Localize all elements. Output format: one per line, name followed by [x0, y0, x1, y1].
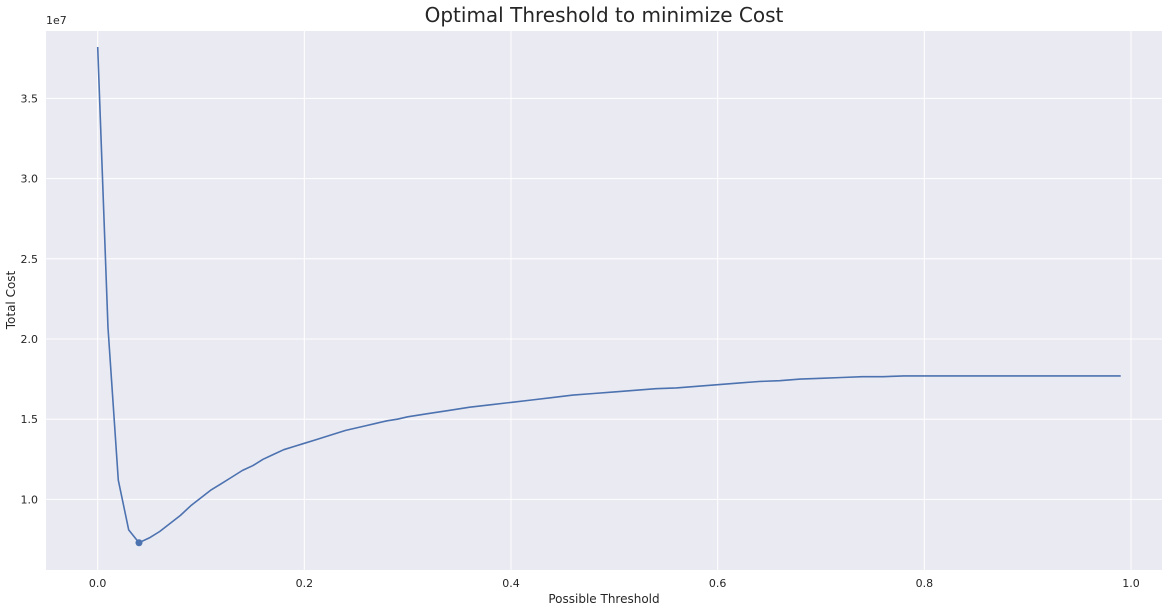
optimal-threshold-marker [135, 539, 143, 547]
plot-lines [96, 46, 1121, 547]
x-tick-label: 0.2 [296, 577, 314, 590]
grid [46, 31, 1162, 570]
y-tick-label: 3.5 [21, 92, 39, 105]
y-offset-label: 1e7 [46, 14, 67, 27]
chart-title: Optimal Threshold to minimize Cost [425, 3, 784, 27]
y-tick-labels: 1.0 1.5 2.0 2.5 3.0 3.5 [21, 92, 39, 506]
y-axis-label: Total Cost [4, 270, 18, 330]
x-tick-label: 1.0 [1122, 577, 1140, 590]
cost-line [96, 46, 1121, 544]
y-tick-label: 1.5 [21, 413, 39, 426]
y-tick-label: 3.0 [21, 173, 39, 186]
x-tick-label: 0.4 [502, 577, 520, 590]
x-axis-label: Possible Threshold [548, 592, 659, 606]
y-tick-label: 2.5 [21, 253, 39, 266]
y-tick-label: 1.0 [21, 493, 39, 506]
x-tick-label: 0.8 [916, 577, 934, 590]
plot-area-background [46, 31, 1162, 570]
y-tick-label: 2.0 [21, 333, 39, 346]
x-tick-label: 0.6 [709, 577, 727, 590]
x-tick-label: 0.0 [89, 577, 107, 590]
x-tick-labels: 0.0 0.2 0.4 0.6 0.8 1.0 [89, 577, 1140, 590]
